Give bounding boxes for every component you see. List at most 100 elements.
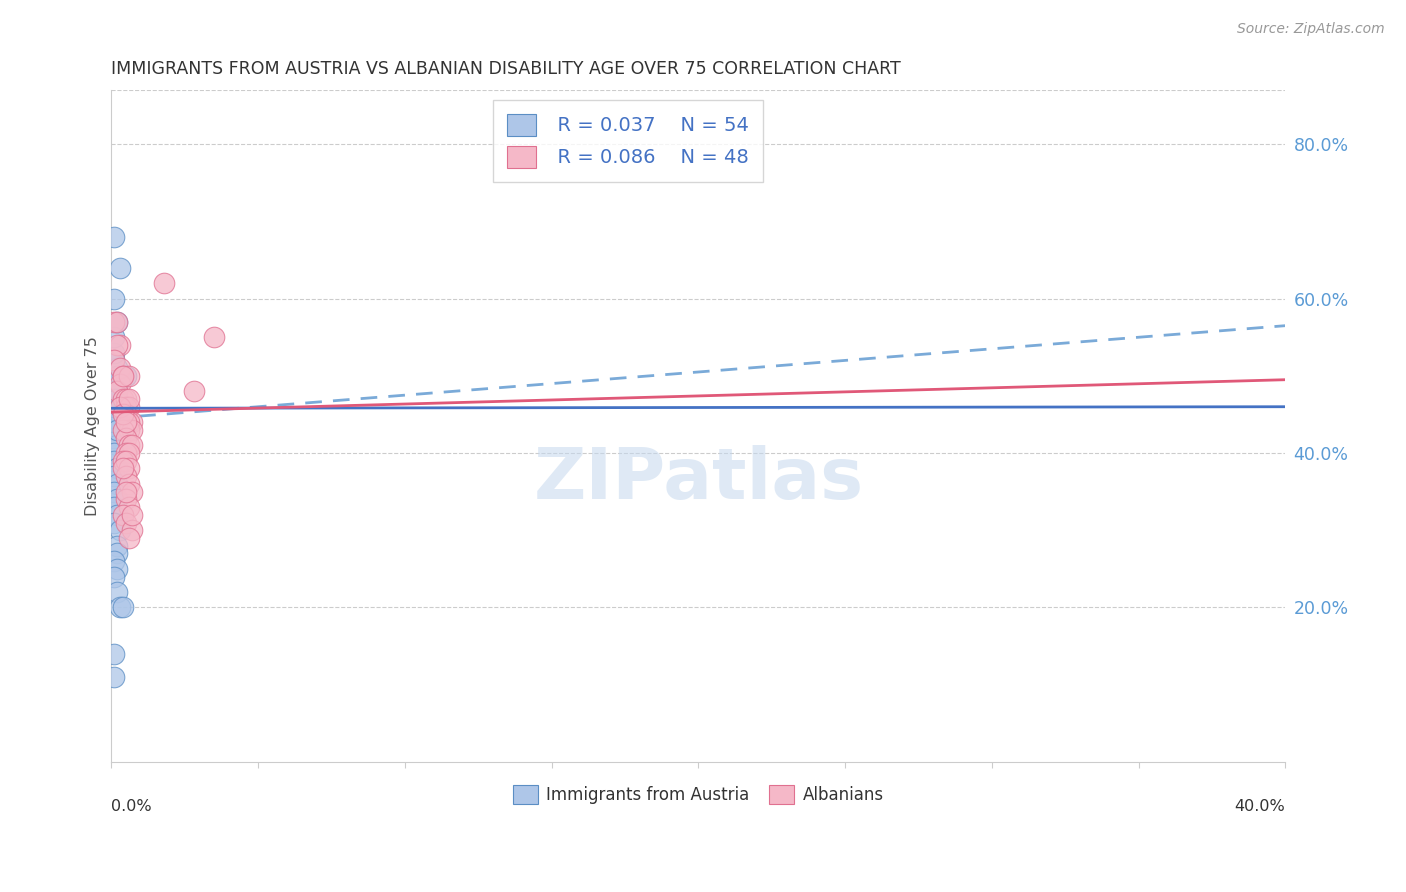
Point: [118, 446, 141, 460]
Point: [103, 484, 125, 499]
Point: [103, 569, 125, 583]
Text: 40.0%: 40.0%: [1234, 798, 1285, 814]
Point: [115, 368, 138, 383]
Point: [105, 492, 128, 507]
Point: [105, 400, 128, 414]
Point: [115, 484, 138, 499]
Point: [110, 523, 132, 537]
Point: [115, 392, 138, 406]
Point: [105, 368, 128, 383]
Point: [103, 230, 125, 244]
Point: [110, 338, 132, 352]
Point: [105, 415, 128, 429]
Point: [115, 469, 138, 483]
Point: [105, 546, 128, 560]
Point: [110, 368, 132, 383]
Y-axis label: Disability Age Over 75: Disability Age Over 75: [86, 336, 100, 516]
Point: [121, 523, 143, 537]
Point: [103, 384, 125, 399]
Point: [110, 400, 132, 414]
Point: [103, 431, 125, 445]
Point: [105, 392, 128, 406]
Point: [103, 353, 125, 368]
Point: [105, 408, 128, 422]
Legend: Immigrants from Austria, Albanians: Immigrants from Austria, Albanians: [506, 778, 890, 811]
Point: [118, 477, 141, 491]
Point: [115, 492, 138, 507]
Point: [115, 454, 138, 468]
Point: [103, 392, 125, 406]
Point: [103, 647, 125, 661]
Point: [115, 408, 138, 422]
Point: [110, 376, 132, 391]
Point: [110, 400, 132, 414]
Point: [105, 315, 128, 329]
Point: [121, 415, 143, 429]
Point: [105, 585, 128, 599]
Point: [105, 384, 128, 399]
Point: [118, 531, 141, 545]
Point: [118, 415, 141, 429]
Point: [105, 338, 128, 352]
Point: [115, 431, 138, 445]
Point: [105, 562, 128, 576]
Text: IMMIGRANTS FROM AUSTRIA VS ALBANIAN DISABILITY AGE OVER 75 CORRELATION CHART: IMMIGRANTS FROM AUSTRIA VS ALBANIAN DISA…: [111, 60, 901, 78]
Point: [112, 423, 135, 437]
Point: [118, 368, 141, 383]
Point: [112, 454, 135, 468]
Text: Source: ZipAtlas.com: Source: ZipAtlas.com: [1237, 22, 1385, 37]
Point: [118, 500, 141, 514]
Point: [105, 376, 128, 391]
Point: [103, 415, 125, 429]
Point: [105, 423, 128, 437]
Point: [103, 500, 125, 514]
Point: [103, 400, 125, 414]
Point: [105, 361, 128, 376]
Point: [112, 600, 135, 615]
Point: [103, 554, 125, 568]
Point: [103, 353, 125, 368]
Point: [103, 292, 125, 306]
Point: [115, 400, 138, 414]
Point: [103, 469, 125, 483]
Point: [112, 392, 135, 406]
Point: [112, 461, 135, 475]
Point: [105, 384, 128, 399]
Point: [121, 484, 143, 499]
Point: [105, 539, 128, 553]
Point: [103, 446, 125, 460]
Point: [105, 400, 128, 414]
Point: [103, 415, 125, 429]
Point: [105, 477, 128, 491]
Point: [103, 454, 125, 468]
Point: [183, 384, 205, 399]
Point: [153, 277, 176, 291]
Point: [112, 508, 135, 522]
Point: [115, 516, 138, 530]
Point: [115, 446, 138, 460]
Point: [121, 508, 143, 522]
Point: [103, 345, 125, 359]
Point: [103, 423, 125, 437]
Point: [103, 392, 125, 406]
Text: 0.0%: 0.0%: [111, 798, 152, 814]
Point: [103, 670, 125, 684]
Point: [105, 461, 128, 475]
Point: [115, 415, 138, 429]
Point: [103, 516, 125, 530]
Point: [105, 508, 128, 522]
Point: [118, 438, 141, 452]
Point: [112, 368, 135, 383]
Point: [110, 408, 132, 422]
Point: [118, 400, 141, 414]
Point: [105, 400, 128, 414]
Point: [121, 423, 143, 437]
Point: [105, 438, 128, 452]
Point: [110, 600, 132, 615]
Point: [105, 423, 128, 437]
Point: [112, 408, 135, 422]
Point: [118, 461, 141, 475]
Point: [110, 361, 132, 376]
Point: [110, 260, 132, 275]
Point: [105, 400, 128, 414]
